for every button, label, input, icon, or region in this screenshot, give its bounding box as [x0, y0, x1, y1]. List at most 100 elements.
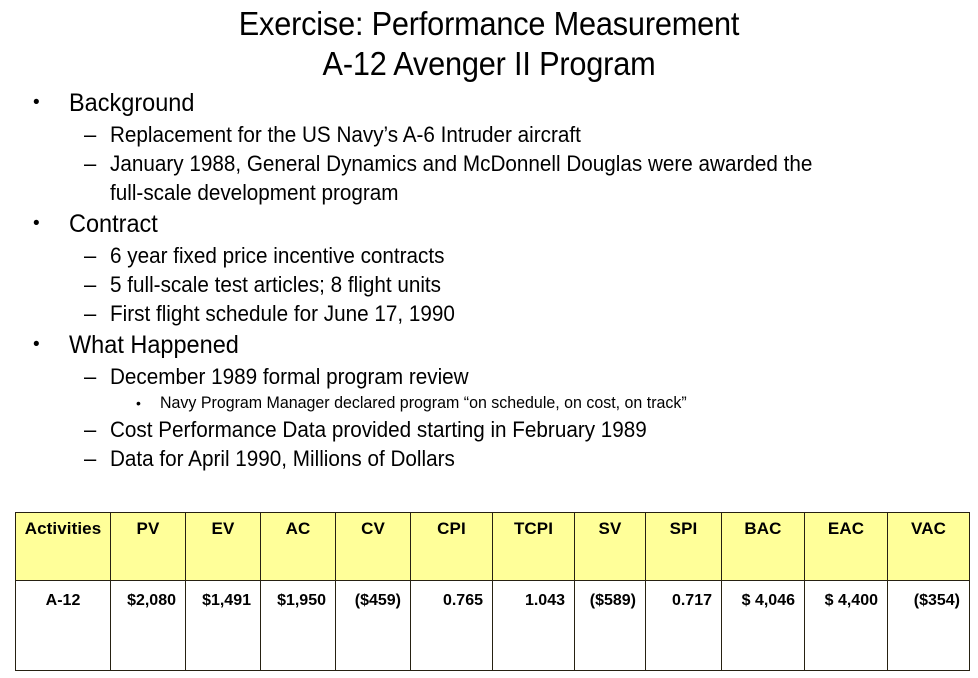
- dash-bullet-icon: –: [84, 243, 97, 268]
- bullet-item-l2: – January 1988, General Dynamics and McDo…: [0, 149, 978, 207]
- dot-bullet-icon: •: [33, 213, 40, 234]
- table-cell-cpi: 0.765: [410, 580, 493, 671]
- bullet-text-span: Data for April 1990, Millions of Dollars: [110, 446, 455, 471]
- table-cell-value: $ 4,400: [824, 592, 878, 609]
- bullet-text: 6 year fixed price incentive contracts: [110, 241, 870, 270]
- bullet-item-l3: • Navy Program Manager declared program “…: [0, 391, 978, 415]
- table-cell-activities: A-12: [15, 580, 111, 671]
- dot-bullet-icon: •: [136, 395, 141, 411]
- table-cell-cv: ($459): [335, 580, 411, 671]
- dot-bullet-icon: •: [33, 334, 40, 355]
- table-header-pv: PV: [110, 512, 186, 581]
- table-cell-value: 0.765: [442, 592, 483, 609]
- title-line-2: A-12 Avenger II Program: [322, 45, 656, 82]
- table-header-row: Activities PV EV AC CV CPI TCPI SV SPI BAC EAC VAC: [15, 512, 970, 581]
- table-header-label: EAC: [827, 519, 865, 538]
- table-cell-value: $1,491: [202, 592, 251, 609]
- table-header-ac: AC: [260, 512, 336, 581]
- bullet-item-l1: • Contract: [0, 207, 978, 241]
- table-header-label: CV: [361, 519, 385, 538]
- table-header-eac: EAC: [804, 512, 888, 581]
- bullet-text-span: Background: [69, 89, 195, 117]
- table-header-cv: CV: [335, 512, 411, 581]
- table-header-label: Activities: [24, 519, 102, 538]
- table-header-label: PV: [136, 519, 160, 538]
- table-cell-bac: $ 4,046: [721, 580, 805, 671]
- table-header-spi: SPI: [645, 512, 722, 581]
- table-cell-value: ($589): [589, 592, 636, 609]
- bullet-text: What Happened: [69, 328, 978, 362]
- table-cell-value: 1.043: [524, 592, 565, 609]
- table-header-label: CPI: [437, 519, 466, 538]
- table-cell-value: ($459): [354, 592, 401, 609]
- dash-bullet-icon: –: [84, 122, 97, 147]
- bullet-text: December 1989 formal program review: [110, 362, 870, 391]
- bullet-text-span: 5 full-scale test articles; 8 flight uni…: [110, 272, 442, 297]
- bullet-text-span: First flight schedule for June 17, 1990: [110, 301, 455, 326]
- table-header-activities: Activities: [15, 512, 111, 581]
- bullet-text-span: What Happened: [69, 331, 239, 359]
- bullet-text: Background: [69, 86, 978, 120]
- bullet-text-span: 6 year fixed price incentive contracts: [110, 243, 445, 268]
- table-cell-ac: $1,950: [260, 580, 336, 671]
- table-header-label: BAC: [744, 519, 782, 538]
- table-cell-value: $2,080: [127, 592, 176, 609]
- bullet-text: Cost Performance Data provided starting …: [110, 415, 870, 444]
- bullet-text: Replacement for the US Navy’s A-6 Intrud…: [110, 120, 870, 149]
- bullet-item-l2: –5 full-scale test articles; 8 flight un…: [0, 270, 978, 299]
- bullet-item-l2: – First flight schedule for June 17, 1990: [0, 299, 978, 328]
- table-header-tcpi: TCPI: [492, 512, 575, 581]
- bullet-text: First flight schedule for June 17, 1990: [110, 299, 870, 328]
- bullet-item-l1: • What Happened: [0, 328, 978, 362]
- table-header-label: AC: [285, 519, 311, 538]
- dash-bullet-icon: –: [84, 272, 97, 297]
- bullet-text-span: December 1989 formal program review: [110, 364, 469, 389]
- dot-bullet-icon: •: [33, 92, 40, 113]
- table-cell-ev: $1,491: [185, 580, 261, 671]
- dash-bullet-icon: –: [84, 446, 97, 471]
- bullet-text-span: Replacement for the US Navy’s A-6 Intrud…: [110, 122, 581, 147]
- bullet-text: January 1988, General Dynamics and McDon…: [110, 149, 870, 207]
- table-header-label: EV: [211, 519, 235, 538]
- performance-data-table-wrapper: Activities PV EV AC CV CPI TCPI SV SPI BAC EAC VAC …: [15, 512, 970, 671]
- table-header-label: VAC: [911, 519, 946, 538]
- table-cell-eac: $ 4,400: [804, 580, 888, 671]
- table-header-cpi: CPI: [410, 512, 493, 581]
- table-header-label: SPI: [669, 519, 698, 538]
- table-cell-value: $1,950: [277, 592, 326, 609]
- bullet-text-span: Contract: [69, 210, 158, 238]
- table-cell-value: 0.717: [671, 592, 712, 609]
- bullet-list: • Background – Replacement for the US Navy’…: [0, 86, 978, 473]
- title-line-1: Exercise: Performance Measurement: [238, 5, 740, 42]
- performance-data-table: Activities PV EV AC CV CPI TCPI SV SPI BAC EAC VAC …: [15, 512, 970, 671]
- table-header-bac: BAC: [721, 512, 805, 581]
- bullet-text: Data for April 1990, Millions of Dollars: [110, 444, 870, 473]
- bullet-item-l2: – Data for April 1990, Millions of Dollar…: [0, 444, 978, 473]
- slide-title: Exercise: Performance Measurement A-12 A…: [0, 4, 978, 84]
- bullet-item-l2: – Replacement for the US Navy’s A-6 Intru…: [0, 120, 978, 149]
- table-cell-tcpi: 1.043: [492, 580, 575, 671]
- table-cell-value: A-12: [45, 592, 81, 609]
- table-header-sv: SV: [574, 512, 646, 581]
- table-cell-value: $ 4,046: [741, 592, 795, 609]
- table-header-ev: EV: [185, 512, 261, 581]
- table-header-vac: VAC: [887, 512, 970, 581]
- bullet-text: 5 full-scale test articles; 8 flight uni…: [110, 270, 870, 299]
- dash-bullet-icon: –: [84, 364, 97, 389]
- bullet-text-span: January 1988, General Dynamics and McDon…: [110, 151, 813, 205]
- table-header-label: TCPI: [513, 519, 554, 538]
- dash-bullet-icon: –: [84, 151, 97, 176]
- bullet-item-l2: – December 1989 formal program review: [0, 362, 978, 391]
- table-row: A-12 $2,080 $1,491 $1,950 ($459) 0.765 1.043 ($…: [15, 580, 970, 671]
- dash-bullet-icon: –: [84, 301, 97, 326]
- dash-bullet-icon: –: [84, 417, 97, 442]
- bullet-text: Contract: [69, 207, 978, 241]
- table-cell-sv: ($589): [574, 580, 646, 671]
- bullet-item-l2: –6 year fixed price incentive contracts: [0, 241, 978, 270]
- bullet-text-span: Cost Performance Data provided starting …: [110, 417, 647, 442]
- bullet-item-l2: – Cost Performance Data provided starting…: [0, 415, 978, 444]
- table-cell-pv: $2,080: [110, 580, 186, 671]
- table-cell-vac: ($354): [887, 580, 970, 671]
- bullet-text: Navy Program Manager declared program “o…: [160, 391, 978, 415]
- table-header-label: SV: [598, 519, 622, 538]
